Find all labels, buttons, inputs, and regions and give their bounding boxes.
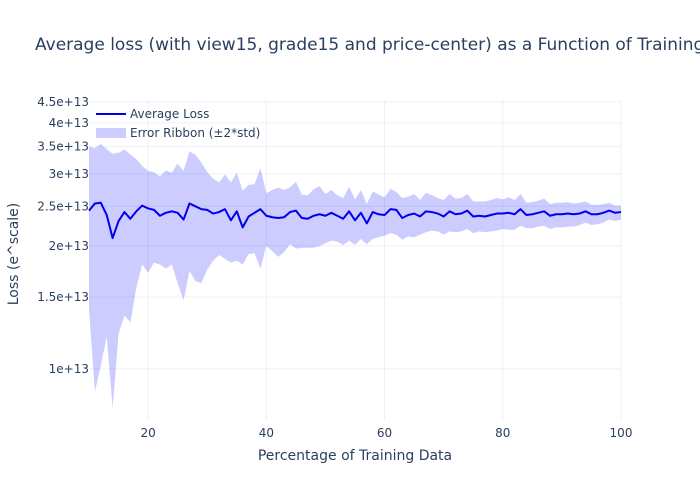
y-tick-label: 3.5e+13 (37, 140, 89, 154)
y-tick-label: 2e+13 (49, 239, 89, 253)
chart-title: Average loss (with view15, grade15 and p… (35, 35, 700, 55)
legend-label-error-ribbon: Error Ribbon (±2*std) (130, 126, 260, 140)
y-tick-label: 4.5e+13 (37, 95, 89, 109)
y-tick-label: 1.5e+13 (37, 290, 89, 304)
y-tick-label: 4e+13 (49, 116, 89, 130)
legend-label-average-loss: Average Loss (130, 107, 209, 121)
x-tick-label: 20 (140, 426, 155, 440)
y-tick-label: 1e+13 (49, 362, 89, 376)
y-tick-label: 3e+13 (49, 167, 89, 181)
average-loss-layer (88, 201, 622, 240)
legend-swatch-error-ribbon (96, 128, 126, 138)
legend: Average Loss Error Ribbon (±2*std) (96, 107, 260, 140)
x-tick-label: 80 (495, 426, 510, 440)
average-loss-line (88, 201, 622, 240)
y-grid (89, 101, 621, 370)
y-axis-title: Loss (e^scale) (6, 203, 22, 306)
x-tick-label: 100 (610, 426, 633, 440)
x-tick-label: 60 (377, 426, 392, 440)
x-axis-title: Percentage of Training Data (258, 448, 452, 464)
y-tick-label: 2.5e+13 (37, 199, 89, 213)
y-axis-ticks: 1e+13 1.5e+13 2e+13 2.5e+13 3e+13 3.5e+13 4e+1… (37, 95, 89, 376)
x-grid (147, 100, 622, 420)
x-tick-label: 40 (259, 426, 274, 440)
x-axis-ticks: 20 40 60 80 100 (140, 426, 632, 440)
